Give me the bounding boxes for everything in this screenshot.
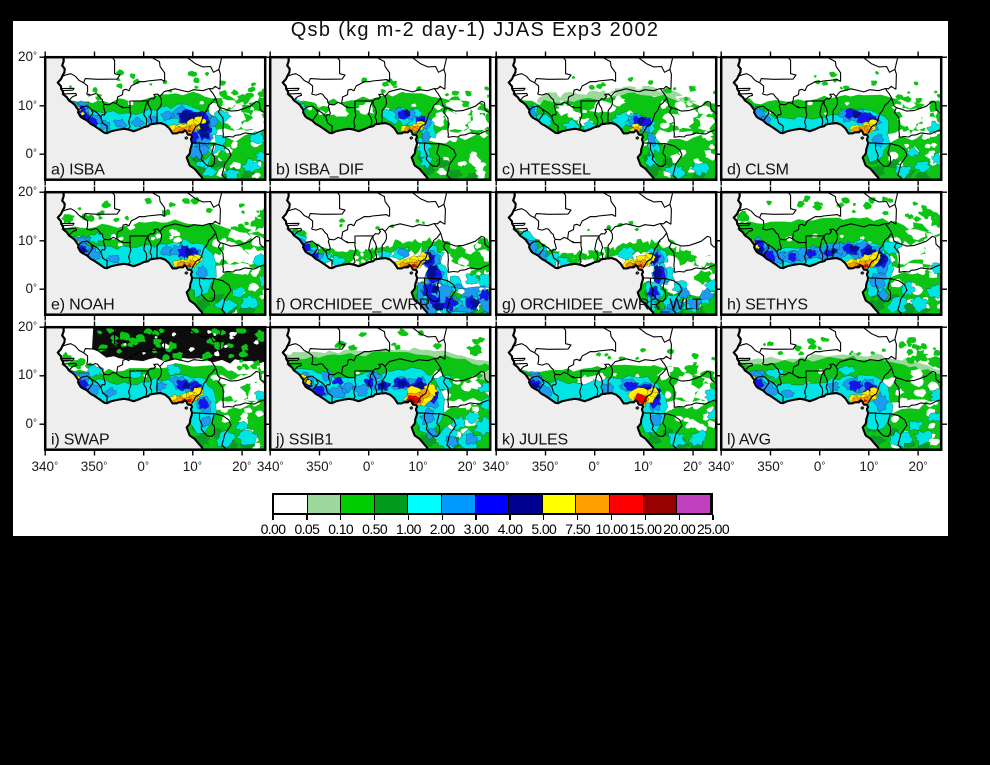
svg-text:h) SETHYS: h) SETHYS xyxy=(727,296,808,313)
svg-text:k) JULES: k) JULES xyxy=(502,431,568,448)
svg-text:l) AVG: l) AVG xyxy=(727,431,771,448)
svg-text:b) ISBA_DIF: b) ISBA_DIF xyxy=(276,162,364,179)
svg-text:a) ISBA: a) ISBA xyxy=(51,162,105,179)
svg-text:f) ORCHIDEE_CWRR: f) ORCHIDEE_CWRR xyxy=(276,296,430,313)
svg-text:e) NOAH: e) NOAH xyxy=(51,296,115,313)
svg-text:d) CLSM: d) CLSM xyxy=(727,162,789,179)
svg-text:i) SWAP: i) SWAP xyxy=(51,431,109,448)
svg-text:j) SSIB1: j) SSIB1 xyxy=(275,431,333,448)
svg-text:g) ORCHIDEE_CWRR_WLT: g) ORCHIDEE_CWRR_WLT xyxy=(502,296,702,313)
svg-text:c) HTESSEL: c) HTESSEL xyxy=(502,162,591,179)
